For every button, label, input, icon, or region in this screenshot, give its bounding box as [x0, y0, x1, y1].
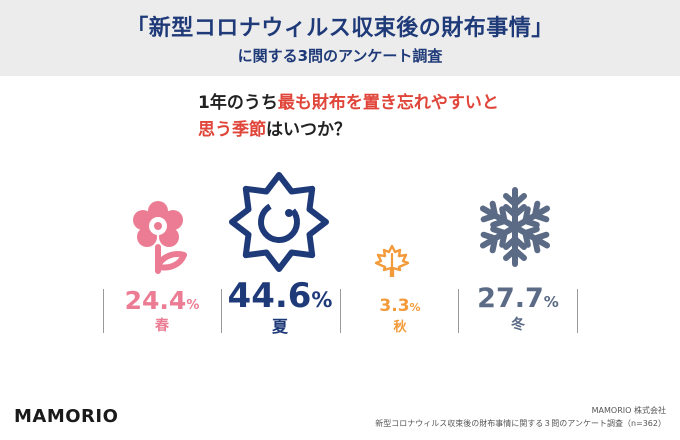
column-divider [340, 289, 341, 333]
footer-credit: MAMORIO 株式会社 新型コロナウィルス収束後の財布事情に関する３問のアンケ… [375, 404, 666, 430]
season-label: 夏 [271, 317, 288, 336]
stat-value: 27.7 [477, 283, 544, 314]
stat-value: 24.4 [124, 286, 187, 315]
column-divider [577, 289, 578, 333]
stat-spring: 24.4% 春 [110, 286, 214, 335]
season-label: 春 [155, 318, 169, 334]
page-subtitle: に関する3問のアンケート調査 [237, 47, 443, 65]
brand-logo: MAMORIO [14, 406, 119, 427]
question-highlight: 最も財布を置き忘れやすいと [277, 93, 499, 113]
question-highlight: 思う季節 [198, 120, 266, 140]
column-divider [458, 289, 459, 333]
stat-unit: % [409, 301, 421, 314]
stat-autumn: 3.3% 秋 [348, 296, 452, 335]
question-text: はいつか？ [266, 120, 351, 140]
page-title: 「新型コロナウィルス収束後の財布事情」 [126, 16, 554, 41]
snowflake-icon [479, 187, 551, 267]
sun-icon [229, 172, 329, 272]
column-divider [221, 289, 222, 333]
question-text: 1年のうち [198, 93, 278, 113]
company-name: MAMORIO 株式会社 [591, 406, 666, 415]
stat-unit: % [543, 293, 559, 311]
flower-icon [133, 201, 187, 274]
stat-value: 44.6 [227, 276, 312, 316]
maple-leaf-icon [375, 245, 409, 277]
stat-unit: % [186, 298, 200, 313]
stat-value: 3.3 [379, 296, 410, 316]
season-label: 秋 [393, 320, 407, 335]
stat-winter: 27.7% 冬 [464, 283, 572, 334]
survey-source: 新型コロナウィルス収束後の財布事情に関する３問のアンケート調査（n=362） [375, 419, 666, 428]
survey-question: 1年のうち最も財布を置き忘れやすいと 思う季節はいつか？ [198, 90, 538, 144]
stat-unit: % [311, 288, 333, 312]
header-banner: 「新型コロナウィルス収束後の財布事情」 に関する3問のアンケート調査 [0, 0, 680, 76]
stat-summer: 44.6% 夏 [222, 276, 338, 337]
season-label: 冬 [511, 317, 525, 333]
column-divider [103, 289, 104, 333]
